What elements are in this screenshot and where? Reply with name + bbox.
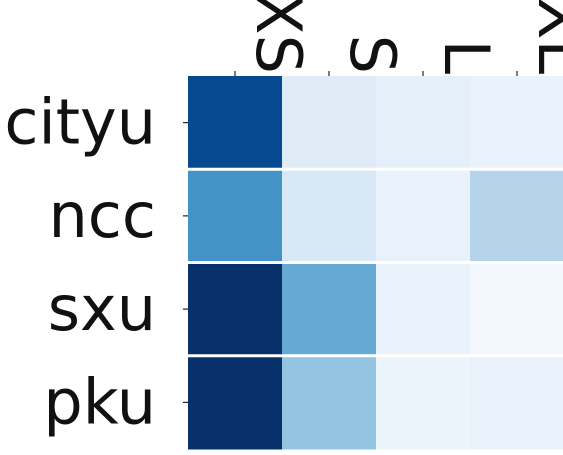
heatmap-cell-sxu-L xyxy=(376,262,471,357)
heatmap-cell-pku-L xyxy=(376,355,471,450)
heatmap-cell-sxu-XS xyxy=(188,262,283,357)
x-tick-label-XS: XS xyxy=(242,0,315,74)
heatmap-cell-sxu-S xyxy=(282,262,377,357)
heatmap-cell-ncc-L xyxy=(376,169,471,263)
heatmap-cell-cityu-XS xyxy=(188,76,283,170)
x-tick-label-L: L xyxy=(430,39,503,74)
heatmap-cell-cityu-L xyxy=(376,76,471,170)
x-tick-labels: XS S L XL xyxy=(242,0,563,74)
tick-marks xyxy=(183,71,518,403)
y-tick-labels: cityu ncc sxu pku xyxy=(4,86,156,439)
heatmap-cell-ncc-S xyxy=(282,169,377,263)
heatmap-cell-cityu-XL xyxy=(470,76,563,170)
heatmap-cell-pku-S xyxy=(282,355,377,450)
row-separator xyxy=(188,167,563,171)
heatmap-cell-cityu-S xyxy=(282,76,377,170)
row-separator xyxy=(188,354,563,358)
heatmap-cell-pku-XS xyxy=(188,355,283,450)
heatmap-cell-pku-XL xyxy=(470,355,563,450)
heatmap-cell-sxu-XL xyxy=(470,262,563,357)
heatmap-cells xyxy=(188,76,563,450)
x-tick-label-XL: XL xyxy=(524,0,563,74)
heatmap-cell-ncc-XL xyxy=(470,169,563,263)
row-separators xyxy=(188,167,563,358)
y-tick-label-ncc: ncc xyxy=(49,179,156,252)
x-tick-label-S: S xyxy=(336,35,409,74)
heatmap-cell-ncc-XS xyxy=(188,169,283,263)
y-tick-label-cityu: cityu xyxy=(4,86,156,159)
row-separator xyxy=(188,261,563,264)
y-tick-label-sxu: sxu xyxy=(48,272,156,345)
y-tick-label-pku: pku xyxy=(43,365,156,438)
